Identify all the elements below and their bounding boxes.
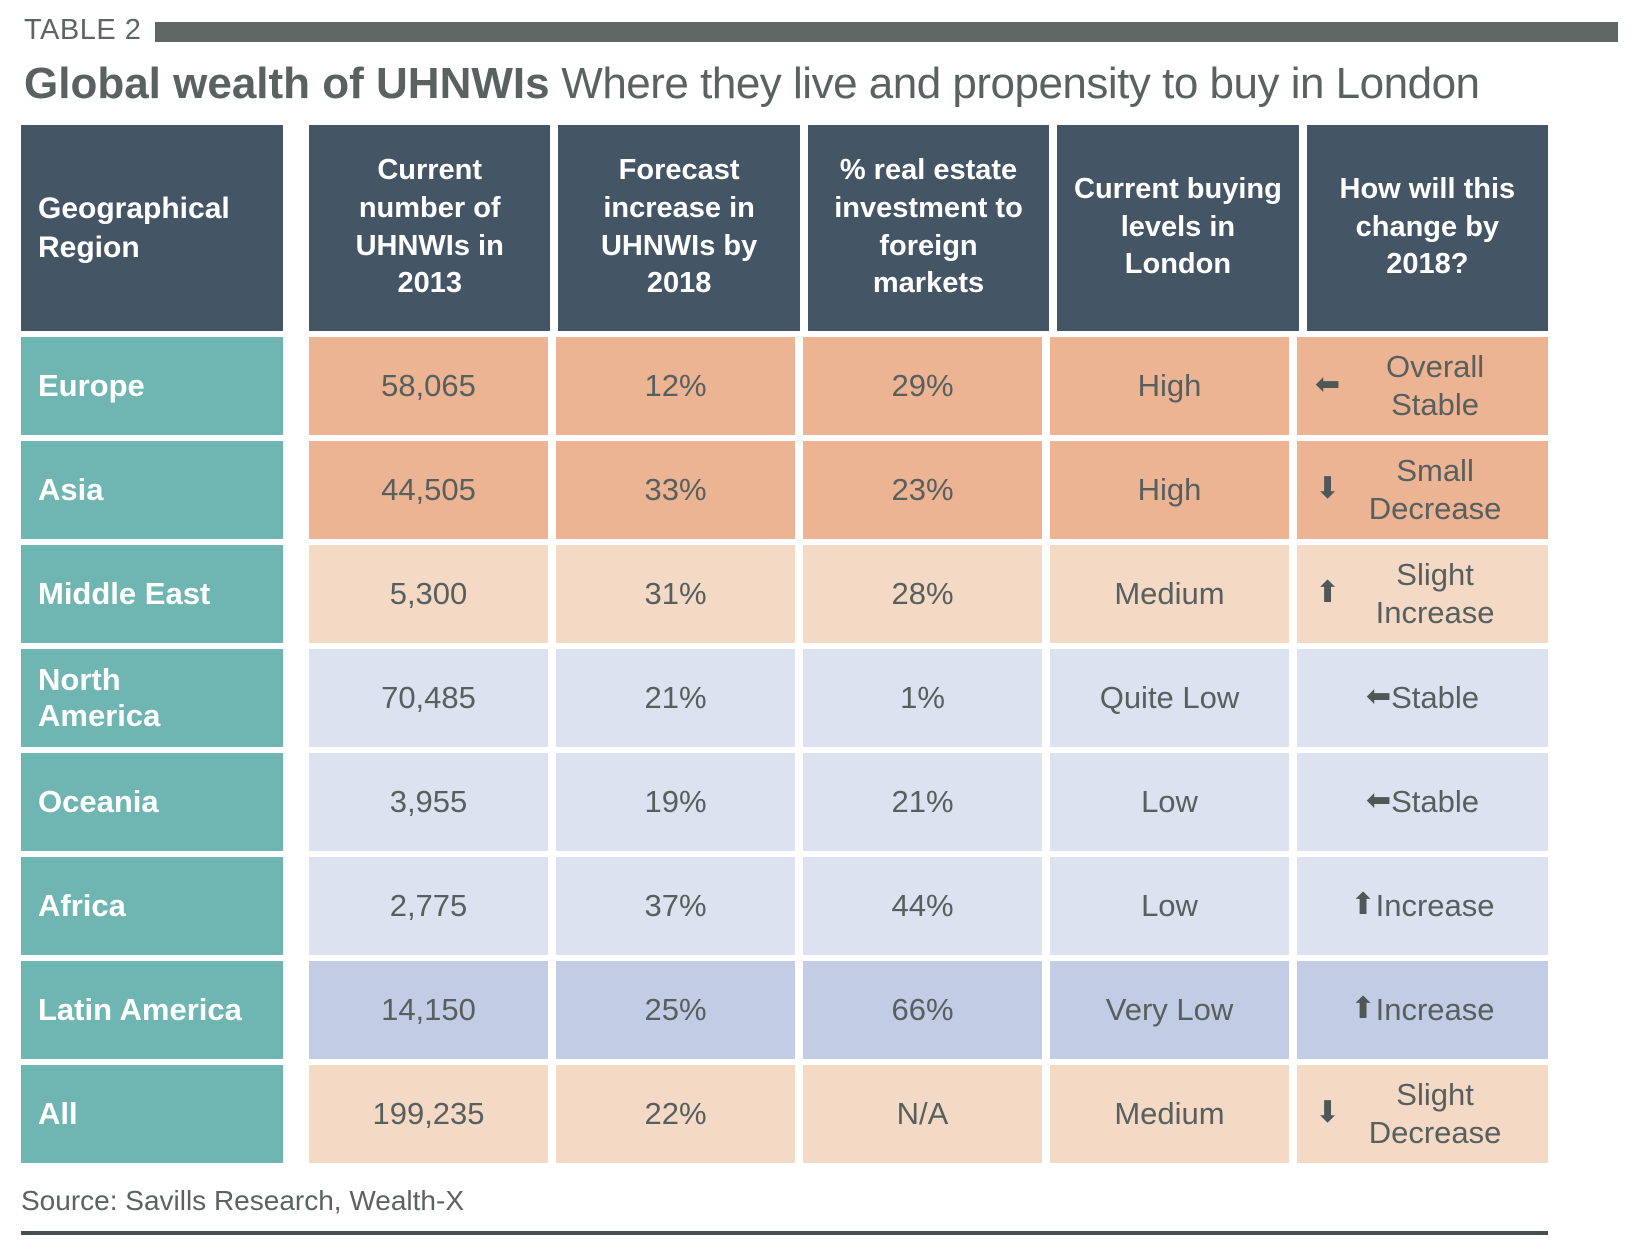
region-cell: Middle East <box>21 544 283 643</box>
forecast-2018-cell: 25% <box>556 960 795 1059</box>
foreign-investment-cell: 44% <box>803 856 1042 955</box>
table-row-asia: Asia 44,505 33% 23% High ⬇ Small Decrease <box>21 440 1548 539</box>
source-credit: Source: Savills Research, Wealth-X <box>21 1184 464 1216</box>
change-cell: ⬆ Slight Increase <box>1297 544 1548 643</box>
up-arrow-icon: ⬆ <box>1315 575 1341 611</box>
forecast-2018-cell: 12% <box>556 336 795 435</box>
up-arrow-icon: ⬆ <box>1350 991 1376 1027</box>
uhnwis-2013-cell: 199,235 <box>309 1064 548 1163</box>
header-geographical-region: Geographical Region <box>21 124 283 331</box>
region-cell: Latin America <box>21 960 283 1059</box>
table-row-all: All 199,235 22% N/A Medium ⬇ Slight Decre… <box>21 1064 1548 1163</box>
change-label: Slight Decrease <box>1368 1076 1502 1150</box>
foreign-investment-cell: 21% <box>803 752 1042 851</box>
uhnwis-2013-cell: 5,300 <box>309 544 548 643</box>
change-cell: ⬇ Small Decrease <box>1297 440 1548 539</box>
forecast-2018-cell: 31% <box>556 544 795 643</box>
forecast-2018-cell: 19% <box>556 752 795 851</box>
change-cell: ⬆ Increase <box>1297 960 1548 1059</box>
uhnwis-2013-cell: 2,775 <box>309 856 548 955</box>
change-cell: ⬆ Increase <box>1297 856 1548 955</box>
buying-level-cell: High <box>1050 440 1289 539</box>
foreign-investment-cell: 28% <box>803 544 1042 643</box>
table-header-row: Geographical Region Current number of UH… <box>21 124 1549 331</box>
up-arrow-icon: ⬆ <box>1350 887 1376 923</box>
buying-level-cell: Quite Low <box>1050 648 1289 747</box>
title-bold: Global wealth of UHNWIs <box>24 59 550 108</box>
forecast-2018-cell: 33% <box>556 440 795 539</box>
region-cell: Europe <box>21 336 283 435</box>
change-label: Stable <box>1391 679 1480 715</box>
change-cell: ⬅ Stable <box>1297 648 1548 747</box>
region-cell: Africa <box>21 856 283 955</box>
header-forecast-increase: Forecast increase in UHNWIs by 2018 <box>558 124 800 331</box>
change-label: Slight Increase <box>1375 556 1495 630</box>
table-row-africa: Africa 2,775 37% 44% Low ⬆ Increase <box>21 856 1548 955</box>
header-change-2018: How will this change by 2018? <box>1306 124 1549 331</box>
buying-level-cell: Medium <box>1050 1064 1289 1163</box>
table-row-europe: Europe 58,065 12% 29% High ⬅ Overall Sta… <box>21 336 1548 435</box>
uhnwi-table: Geographical Region Current number of UH… <box>21 124 1549 1163</box>
page-title: Global wealth of UHNWIs Where they live … <box>0 60 1640 108</box>
change-label: Increase <box>1375 991 1495 1027</box>
uhnwis-2013-cell: 3,955 <box>309 752 548 851</box>
uhnwis-2013-cell: 44,505 <box>309 440 548 539</box>
foreign-investment-cell: 66% <box>803 960 1042 1059</box>
change-label: Stable <box>1391 783 1480 819</box>
forecast-2018-cell: 21% <box>556 648 795 747</box>
buying-level-cell: Medium <box>1050 544 1289 643</box>
region-cell: Oceania <box>21 752 283 851</box>
table-row-latin-america: Latin America 14,150 25% 66% Very Low ⬆ I… <box>21 960 1548 1059</box>
region-cell: All <box>21 1064 283 1163</box>
forecast-2018-cell: 37% <box>556 856 795 955</box>
uhnwis-2013-cell: 70,485 <box>309 648 548 747</box>
title-subtitle: Where they live and propensity to buy in… <box>549 59 1480 108</box>
left-arrow-icon: ⬅ <box>1365 679 1392 715</box>
buying-level-cell: Low <box>1050 856 1289 955</box>
table-row-north-america: North America 70,485 21% 1% Quite Low ⬅ … <box>21 648 1548 747</box>
table-row-oceania: Oceania 3,955 19% 21% Low ⬅ Stable <box>21 752 1548 851</box>
change-cell: ⬇ Slight Decrease <box>1297 1064 1548 1163</box>
foreign-investment-cell: 23% <box>803 440 1042 539</box>
forecast-2018-cell: 22% <box>556 1064 795 1163</box>
header-rule-bar <box>155 21 1618 42</box>
left-arrow-icon: ⬅ <box>1365 783 1392 819</box>
table-label-row: TABLE 2 <box>0 0 1640 47</box>
change-label: Increase <box>1375 887 1495 923</box>
header-buying-levels: Current buying levels in London <box>1057 124 1299 331</box>
change-label: Overall Stable <box>1385 348 1485 422</box>
foreign-investment-cell: N/A <box>803 1064 1042 1163</box>
region-cell: North America <box>21 648 283 747</box>
bottom-rule <box>21 1230 1548 1235</box>
region-cell: Asia <box>21 440 283 539</box>
change-cell: ⬅ Stable <box>1297 752 1548 851</box>
uhnwis-2013-cell: 58,065 <box>309 336 548 435</box>
down-arrow-icon: ⬇ <box>1315 1095 1341 1131</box>
buying-level-cell: Low <box>1050 752 1289 851</box>
header-current-number: Current number of UHNWIs in 2013 <box>309 124 551 331</box>
left-arrow-icon: ⬅ <box>1315 367 1341 403</box>
foreign-investment-cell: 1% <box>803 648 1042 747</box>
table-row-middle-east: Middle East 5,300 31% 28% Medium ⬆ Slight… <box>21 544 1548 643</box>
buying-level-cell: Very Low <box>1050 960 1289 1059</box>
change-cell: ⬅ Overall Stable <box>1297 336 1548 435</box>
down-arrow-icon: ⬇ <box>1315 471 1341 507</box>
table-number-label: TABLE 2 <box>24 14 142 46</box>
foreign-investment-cell: 29% <box>803 336 1042 435</box>
change-label: Small Decrease <box>1368 452 1502 526</box>
uhnwis-2013-cell: 14,150 <box>309 960 548 1059</box>
header-foreign-investment: % real estate investment to foreign mark… <box>807 124 1050 331</box>
buying-level-cell: High <box>1050 336 1289 435</box>
